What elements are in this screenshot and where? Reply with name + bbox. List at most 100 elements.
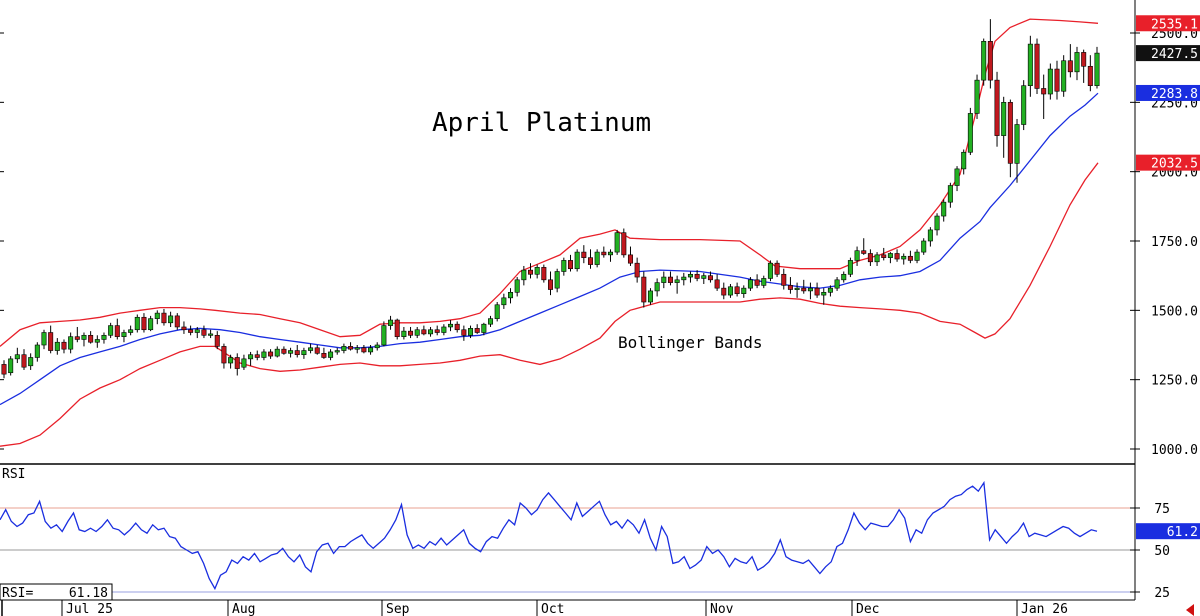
candle <box>61 339 67 354</box>
bollinger-bands-annotation: Bollinger Bands <box>618 333 763 352</box>
candle <box>1094 46 1100 89</box>
candle-body-up <box>368 347 374 353</box>
candle-body-up <box>947 185 953 203</box>
candle <box>1007 99 1013 178</box>
rsi-tag-box <box>1136 523 1200 540</box>
candle-body-up <box>134 316 140 331</box>
candle <box>1074 46 1080 81</box>
candle <box>614 229 620 255</box>
candle-body-down <box>894 253 900 260</box>
candle <box>727 283 733 298</box>
candle-body-up <box>301 350 307 356</box>
candle-body-down <box>1087 65 1093 86</box>
candle <box>561 257 567 276</box>
candle <box>701 272 707 284</box>
candle-body-down <box>1054 68 1060 92</box>
x-tick-label: Sep <box>386 602 410 616</box>
candle <box>667 271 673 286</box>
candle <box>221 343 227 369</box>
candle <box>228 354 234 369</box>
candle-body-up <box>681 276 687 281</box>
candle-body-up <box>154 312 160 319</box>
price-tag-box <box>1136 45 1200 62</box>
candle-body-up <box>821 292 827 296</box>
candle <box>501 293 507 309</box>
candle <box>554 268 560 293</box>
x-tick-label: Jul 25 <box>66 602 113 616</box>
candle <box>954 166 960 192</box>
candle-body-up <box>954 168 960 186</box>
candle <box>388 315 394 330</box>
candle-body-up <box>561 260 567 272</box>
candle-body-down <box>321 353 327 358</box>
candle-body-down <box>627 254 633 264</box>
candle-body-down <box>707 275 713 281</box>
rsi-axis-ticks: 25 50 75 <box>1130 502 1170 601</box>
candle-body-up <box>148 318 154 331</box>
candle-body-up <box>241 358 247 368</box>
price-tick-label: 1250.0 <box>1151 374 1198 389</box>
candle <box>448 320 454 332</box>
candle-body-up <box>388 319 394 326</box>
rsi-tag-label: 61.2 <box>1167 525 1198 540</box>
candle <box>528 263 534 279</box>
candle <box>201 325 207 339</box>
candle <box>68 332 74 354</box>
candle <box>308 343 314 354</box>
price-tag-label: 2427.5 <box>1151 47 1198 62</box>
candle-body-up <box>961 151 967 170</box>
candle-body-up <box>534 267 540 275</box>
candle <box>468 325 474 339</box>
candle <box>941 199 947 222</box>
candle <box>734 282 740 297</box>
candle-body-up <box>428 329 434 335</box>
candle-body-up <box>494 304 500 319</box>
candle <box>841 271 847 283</box>
candle <box>108 322 114 339</box>
candle-body-up <box>674 279 680 283</box>
candle <box>34 342 40 362</box>
candle-body-down <box>201 329 207 336</box>
candle <box>707 271 713 283</box>
candle <box>741 285 747 298</box>
candle <box>41 329 47 350</box>
candle-body-down <box>214 334 220 347</box>
candle-body-down <box>408 330 414 336</box>
candle <box>194 326 200 339</box>
candle-body-down <box>641 276 647 303</box>
candle <box>268 349 274 359</box>
candle-body-up <box>647 290 653 303</box>
candle-body-up <box>121 332 127 337</box>
candle-body-up <box>607 251 613 256</box>
candle <box>488 315 494 327</box>
candle <box>521 265 527 286</box>
candle-body-down <box>881 254 887 258</box>
x-tick-label: Aug <box>232 602 255 616</box>
candle-body-up <box>1014 124 1020 164</box>
candle <box>567 254 573 272</box>
candle-body-up <box>334 350 340 353</box>
candle-body-up <box>827 287 833 293</box>
rsi-last-tag: 61.2 <box>1136 523 1200 540</box>
candle <box>274 346 280 358</box>
candle <box>1087 55 1093 92</box>
candle <box>887 252 893 264</box>
candle-body-up <box>14 354 20 360</box>
candle-body-up <box>914 251 920 261</box>
candle <box>1041 74 1047 119</box>
candle-body-up <box>1001 102 1007 136</box>
candle-body-down <box>547 279 553 290</box>
candle-body-up <box>94 339 100 343</box>
candle-body-down <box>528 269 534 275</box>
candle-body-down <box>281 348 287 354</box>
rsi-gridlines <box>0 507 1135 593</box>
candle-body-up <box>441 326 447 333</box>
candle <box>534 264 540 279</box>
candle-body-down <box>394 319 400 337</box>
candle-body-down <box>61 341 67 350</box>
candle-body-down <box>987 41 993 81</box>
candle <box>814 282 820 298</box>
candle <box>834 277 840 291</box>
candle-body-up <box>661 276 667 283</box>
scroll-left-arrow-icon[interactable] <box>1186 604 1194 616</box>
